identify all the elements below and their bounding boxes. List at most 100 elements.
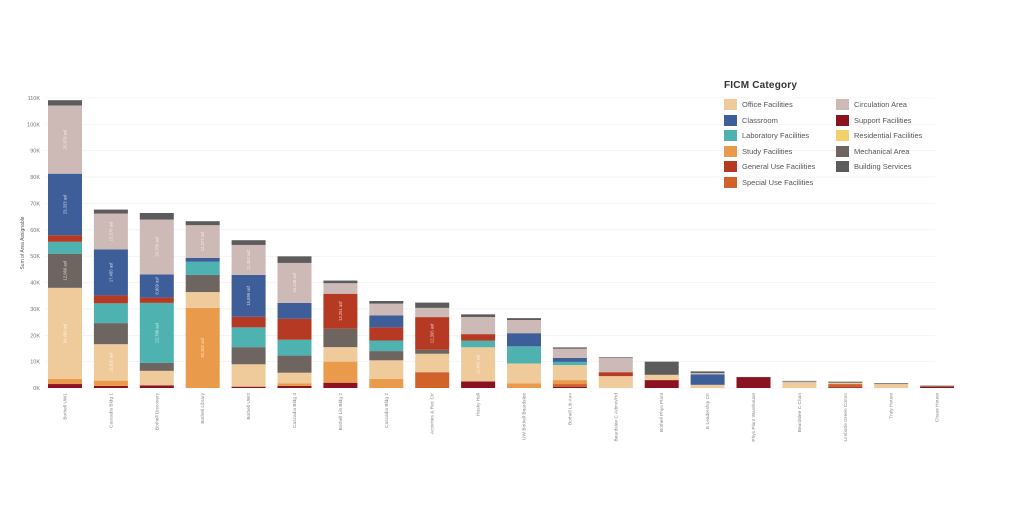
bar-segment-special-use-facilities[interactable] xyxy=(920,386,955,388)
legend-item-mechanical-area[interactable]: Mechanical Area xyxy=(836,144,948,160)
bar-segment-study-facilities[interactable] xyxy=(507,383,541,388)
bar-segment-office-facilities[interactable] xyxy=(415,353,450,373)
bar-segment-laboratory-facilities[interactable] xyxy=(369,340,404,352)
legend-item-classroom[interactable]: Classroom xyxy=(724,113,836,129)
legend-item-office-facilities[interactable]: Office Facilities xyxy=(724,97,836,113)
bar-segment-general-use-facilities[interactable] xyxy=(323,293,358,329)
bar-segment-general-use-facilities[interactable] xyxy=(461,334,496,341)
bar-segment-building-services[interactable] xyxy=(507,318,541,320)
legend-item-residential-facilities[interactable]: Residential Facilities xyxy=(836,128,948,144)
bar-segment-laboratory-facilities[interactable] xyxy=(507,346,541,364)
bar-segment-classroom[interactable] xyxy=(552,357,587,362)
bar-segment-circulation-area[interactable] xyxy=(93,213,128,250)
legend-item-building-services[interactable]: Building Services xyxy=(836,159,948,175)
bar-segment-building-services[interactable] xyxy=(782,380,817,382)
bar-segment-general-use-facilities[interactable] xyxy=(48,235,82,242)
bar-segment-support-facilities[interactable] xyxy=(920,386,955,388)
bar-stack-uw-bothell-beardslee[interactable] xyxy=(507,318,541,388)
bar-segment-special-use-facilities[interactable] xyxy=(552,384,587,387)
bar-segment-building-services[interactable] xyxy=(598,357,633,358)
bar-stack-chase-house[interactable] xyxy=(920,385,955,388)
bar-segment-general-use-facilities[interactable] xyxy=(369,327,404,341)
bar-segment-circulation-area[interactable] xyxy=(782,381,817,383)
bar-segment-building-services[interactable] xyxy=(828,381,863,383)
bar-segment-support-facilities[interactable] xyxy=(231,386,266,388)
bar-segment-general-use-facilities[interactable] xyxy=(93,295,128,304)
bar-segment-building-services[interactable] xyxy=(185,221,220,226)
bar-stack-bothell-lib-bldg-2[interactable] xyxy=(323,280,358,388)
bar-segment-general-use-facilities[interactable] xyxy=(415,317,450,350)
bar-segment-laboratory-facilities[interactable] xyxy=(552,361,587,366)
bar-segment-classroom[interactable] xyxy=(139,274,174,298)
bar-segment-building-services[interactable] xyxy=(93,209,128,214)
bar-segment-laboratory-facilities[interactable] xyxy=(48,241,82,254)
bar-segment-office-facilities[interactable] xyxy=(231,364,266,387)
bar-segment-support-facilities[interactable] xyxy=(644,380,679,388)
bar-stack-cascadia-bldg-2[interactable] xyxy=(369,301,404,388)
bar-segment-support-facilities[interactable] xyxy=(323,382,358,388)
bar-stack-phys-plant-warehouse[interactable] xyxy=(736,376,771,388)
bar-segment-circulation-area[interactable] xyxy=(139,219,174,275)
bar-segment-office-facilities[interactable] xyxy=(461,347,496,382)
bar-segment-office-facilities[interactable] xyxy=(828,382,863,385)
bar-segment-building-services[interactable] xyxy=(461,314,496,317)
bar-stack-beardslee-c-chan[interactable] xyxy=(782,380,817,388)
bar-segment-circulation-area[interactable] xyxy=(48,105,82,174)
bar-stack-beardslee-c-admin-hd[interactable] xyxy=(598,357,633,388)
bar-segment-mechanical-area[interactable] xyxy=(231,347,266,365)
legend-item-special-use-facilities[interactable]: Special Use Facilities xyxy=(724,175,836,191)
bar-segment-laboratory-facilities[interactable] xyxy=(139,302,174,363)
bar-segment-building-services[interactable] xyxy=(415,302,450,308)
bar-segment-classroom[interactable] xyxy=(690,374,725,385)
legend-item-study-facilities[interactable]: Study Facilities xyxy=(724,144,836,160)
bar-segment-mechanical-area[interactable] xyxy=(415,349,450,354)
bar-segment-special-use-facilities[interactable] xyxy=(828,384,863,388)
legend-item-circulation-area[interactable]: Circulation Area xyxy=(836,97,948,113)
bar-segment-building-services[interactable] xyxy=(920,385,955,387)
bar-segment-classroom[interactable] xyxy=(369,315,404,328)
bar-segment-office-facilities[interactable] xyxy=(690,384,725,388)
bar-stack-truly-house[interactable] xyxy=(874,383,909,388)
bar-segment-circulation-area[interactable] xyxy=(507,319,541,334)
bar-stack-cascadia-bldg-1[interactable] xyxy=(93,209,128,388)
bar-segment-general-use-facilities[interactable] xyxy=(139,297,174,303)
bar-segment-mechanical-area[interactable] xyxy=(93,323,128,345)
bar-segment-building-services[interactable] xyxy=(369,301,404,304)
bar-stack-bothell-phys-plant[interactable] xyxy=(644,361,679,388)
bar-segment-office-facilities[interactable] xyxy=(507,363,541,384)
bar-segment-mechanical-area[interactable] xyxy=(277,355,312,373)
bar-segment-general-use-facilities[interactable] xyxy=(231,316,266,328)
bar-segment-building-services[interactable] xyxy=(231,240,266,245)
bar-segment-study-facilities[interactable] xyxy=(93,380,128,386)
bar-segment-study-facilities[interactable] xyxy=(369,378,404,388)
bar-segment-circulation-area[interactable] xyxy=(323,283,358,294)
bar-segment-support-facilities[interactable] xyxy=(552,386,587,388)
bar-segment-mechanical-area[interactable] xyxy=(185,274,220,293)
bar-stack-activities-and-rec-ctr[interactable] xyxy=(415,302,450,388)
bar-stack-bothell-uw1[interactable] xyxy=(48,100,82,388)
bar-segment-office-facilities[interactable] xyxy=(644,374,679,381)
bar-segment-support-facilities[interactable] xyxy=(93,385,128,388)
bar-segment-general-use-facilities[interactable] xyxy=(277,318,312,340)
bar-segment-building-services[interactable] xyxy=(48,100,82,106)
legend-item-laboratory-facilities[interactable]: Laboratory Facilities xyxy=(724,128,836,144)
bar-stack-e-leadership-ctr[interactable] xyxy=(690,371,725,388)
bar-segment-laboratory-facilities[interactable] xyxy=(185,261,220,275)
bar-segment-circulation-area[interactable] xyxy=(231,244,266,275)
bar-segment-circulation-area[interactable] xyxy=(461,316,496,335)
bar-segment-office-facilities[interactable] xyxy=(598,376,633,388)
bar-segment-study-facilities[interactable] xyxy=(323,361,358,383)
bar-segment-laboratory-facilities[interactable] xyxy=(93,303,128,324)
bar-stack-limbatte-green-comm[interactable] xyxy=(828,381,863,388)
bar-segment-office-facilities[interactable] xyxy=(93,344,128,381)
bar-segment-office-facilities[interactable] xyxy=(277,372,312,384)
bar-segment-building-services[interactable] xyxy=(736,376,771,378)
bar-segment-study-facilities[interactable] xyxy=(185,307,220,388)
bar-stack-husky-hall[interactable] xyxy=(461,314,496,388)
bar-segment-support-facilities[interactable] xyxy=(461,381,496,388)
bar-segment-mechanical-area[interactable] xyxy=(139,362,174,371)
bar-stack-bothell-lib-ann[interactable] xyxy=(552,347,587,388)
bar-segment-classroom[interactable] xyxy=(507,333,541,347)
bar-segment-circulation-area[interactable] xyxy=(415,307,450,318)
bar-segment-mechanical-area[interactable] xyxy=(323,328,358,348)
